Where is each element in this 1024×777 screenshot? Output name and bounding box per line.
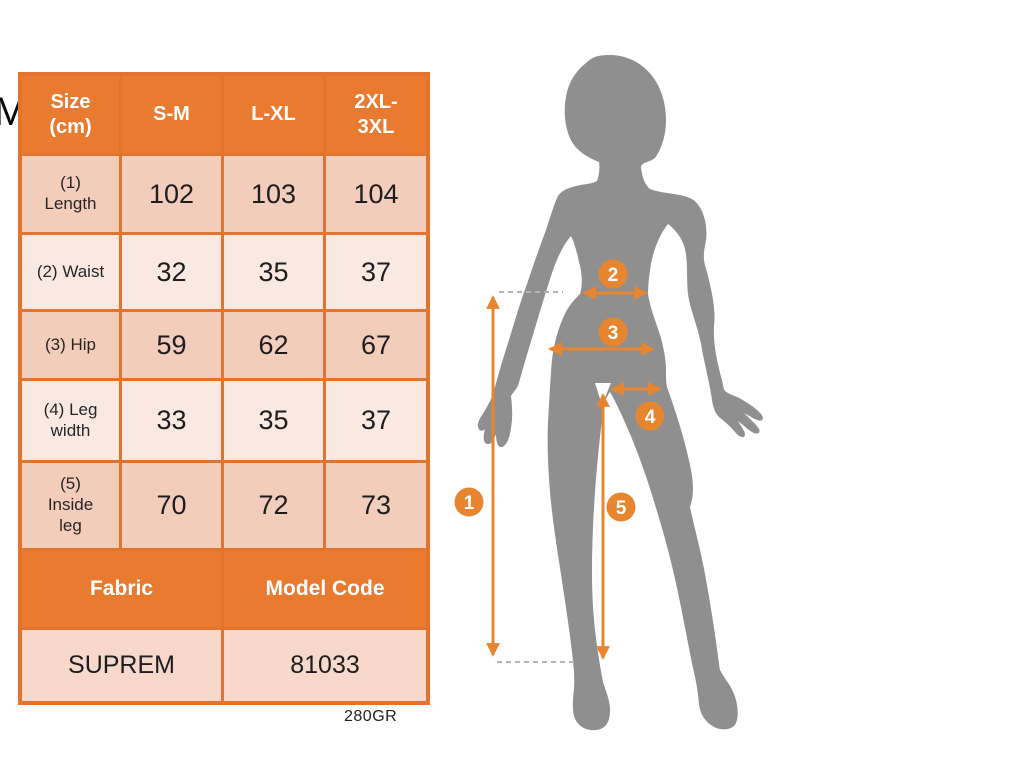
model-code-value: 81033 <box>224 630 426 701</box>
svg-text:5: 5 <box>616 498 627 519</box>
measure-marker-4: 4 <box>635 401 665 431</box>
svg-text:4: 4 <box>645 407 656 428</box>
svg-text:1: 1 <box>464 493 475 514</box>
value-waist-2xl: 37 <box>326 235 426 309</box>
body-measurement-diagram: 1 2 3 4 5 <box>454 55 763 731</box>
value-waist-sm: 32 <box>122 235 221 309</box>
svg-text:3: 3 <box>608 323 619 344</box>
value-inside-leg-sm: 70 <box>122 463 221 548</box>
header-size-cm: Size (cm) <box>22 76 119 153</box>
svg-text:2: 2 <box>608 265 619 286</box>
fabric-header: Fabric <box>22 551 221 627</box>
body-silhouette <box>477 55 763 731</box>
measure-marker-2: 2 <box>598 259 628 289</box>
header-s-m: S-M <box>122 76 221 153</box>
value-inside-leg-2xl: 73 <box>326 463 426 548</box>
value-hip-sm: 59 <box>122 312 221 378</box>
value-length-sm: 102 <box>122 156 221 232</box>
row-label-length: (1) Length <box>22 156 119 232</box>
value-leg-width-lxl: 35 <box>224 381 323 460</box>
value-hip-2xl: 67 <box>326 312 426 378</box>
value-length-2xl: 104 <box>326 156 426 232</box>
measure-marker-1: 1 <box>454 487 484 517</box>
model-code-header: Model Code <box>224 551 426 627</box>
row-label-hip: (3) Hip <box>22 312 119 378</box>
value-length-lxl: 103 <box>224 156 323 232</box>
header-l-xl: L-XL <box>224 76 323 153</box>
size-table: Size (cm) S-M L-XL 2XL- 3XL (1) Length 1… <box>18 72 430 705</box>
value-waist-lxl: 35 <box>224 235 323 309</box>
row-label-leg-width: (4) Leg width <box>22 381 119 460</box>
weight-note: 280GR <box>344 708 398 725</box>
header-2xl-3xl: 2XL- 3XL <box>326 76 426 153</box>
row-label-waist: (2) Waist <box>22 235 119 309</box>
value-hip-lxl: 62 <box>224 312 323 378</box>
value-leg-width-2xl: 37 <box>326 381 426 460</box>
value-leg-width-sm: 33 <box>122 381 221 460</box>
value-inside-leg-lxl: 72 <box>224 463 323 548</box>
row-label-inside-leg: (5) Inside leg <box>22 463 119 548</box>
measure-marker-5: 5 <box>606 492 636 522</box>
fabric-value: SUPREM <box>22 630 221 701</box>
measure-marker-3: 3 <box>598 317 628 347</box>
